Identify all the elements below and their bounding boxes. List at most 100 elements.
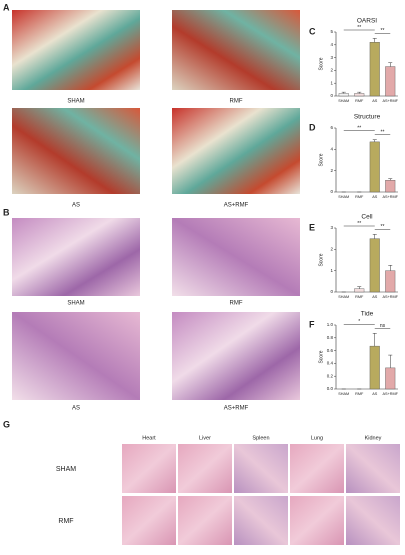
x-tick-label: AS+RMF — [382, 392, 398, 396]
y-tick-label: 2 — [330, 68, 333, 73]
column-label: Heart — [142, 435, 156, 441]
y-tick-label: 3 — [330, 55, 333, 60]
x-tick-label: SHAM — [338, 195, 349, 199]
x-tick-label: AS — [372, 99, 378, 103]
y-axis-label: Score — [318, 57, 324, 70]
y-tick-label: 4 — [330, 147, 333, 152]
y-tick-label: 5 — [330, 29, 333, 34]
error-bar — [357, 286, 362, 289]
y-tick-label: 2 — [330, 168, 333, 173]
y-tick-label: 1 — [330, 268, 333, 273]
y-tick-label: 0.6 — [327, 348, 334, 353]
bar — [385, 270, 396, 293]
column-label: Liver — [199, 435, 211, 441]
significance-label: ns — [380, 323, 386, 329]
image-caption: SHAM — [67, 99, 84, 105]
histology-image — [12, 108, 140, 194]
chart-title: Structure — [354, 114, 381, 121]
error-bar — [388, 178, 393, 181]
panel-label: A — [3, 2, 10, 12]
x-tick-label: RMF — [355, 295, 364, 299]
histology-image — [172, 108, 300, 194]
image-caption: AS+RMF — [224, 203, 249, 209]
bar — [385, 180, 396, 193]
histology-image — [12, 312, 140, 400]
x-tick-label: RMF — [355, 99, 364, 103]
panel-label: F — [309, 319, 315, 329]
panel-label: G — [3, 419, 10, 429]
x-tick-label: AS+RMF — [382, 99, 398, 103]
y-tick-label: 0.0 — [327, 386, 334, 391]
tissue-image — [234, 496, 288, 545]
row-label: SHAM — [56, 466, 76, 473]
error-bar — [341, 91, 346, 94]
column-label: Spleen — [252, 435, 269, 441]
image-caption: AS+RMF — [224, 406, 249, 412]
image-caption: RMF — [230, 99, 243, 105]
image-caption: RMF — [230, 301, 243, 307]
bar — [338, 93, 349, 97]
bar — [369, 238, 380, 293]
error-bar — [372, 333, 377, 347]
significance-label: ** — [381, 28, 385, 34]
error-bar — [372, 234, 377, 239]
bar — [385, 367, 396, 390]
tissue-image — [178, 496, 232, 545]
y-tick-label: 2 — [330, 247, 333, 252]
chart-title: OARSI — [357, 18, 377, 25]
image-caption: AS — [72, 406, 80, 412]
bar — [385, 66, 396, 97]
y-axis-label: Score — [318, 350, 324, 363]
panel-label: E — [309, 222, 315, 232]
y-tick-label: 0.2 — [327, 373, 334, 378]
y-tick-label: 0 — [330, 93, 333, 98]
panel-g: G Heart Liver Spleen Lung Kidney SHAM RMF — [3, 419, 400, 545]
significance-label: ** — [381, 130, 385, 136]
bar — [369, 345, 380, 390]
tissue-image — [346, 496, 400, 545]
histology-image — [12, 10, 140, 90]
tissue-image — [122, 496, 176, 545]
x-tick-label: AS+RMF — [382, 195, 398, 199]
x-tick-label: RMF — [355, 392, 364, 396]
tissue-image — [178, 444, 232, 493]
error-bar — [388, 354, 393, 368]
significance-label: ** — [357, 221, 361, 227]
y-tick-label: 0 — [330, 189, 333, 194]
significance-label: * — [358, 319, 360, 325]
y-axis-label: Score — [318, 153, 324, 166]
column-label: Kidney — [365, 435, 382, 441]
y-tick-label: 1 — [330, 80, 333, 85]
x-tick-label: AS+RMF — [382, 295, 398, 299]
y-tick-label: 4 — [330, 42, 333, 47]
error-bar — [388, 265, 393, 271]
image-caption: AS — [72, 203, 80, 209]
bar — [369, 42, 380, 97]
error-bar — [357, 91, 362, 94]
image-caption: SHAM — [67, 301, 84, 307]
panel-a: A SHAM RMF AS AS+RMF — [3, 2, 300, 209]
chart-title: Tide — [361, 311, 374, 318]
x-tick-label: AS — [372, 195, 378, 199]
histology-image — [172, 10, 300, 90]
tissue-image — [290, 444, 344, 493]
chart-title: Cell — [361, 214, 373, 221]
error-bar — [372, 38, 377, 43]
significance-label: ** — [381, 224, 385, 230]
significance-label: ** — [357, 25, 361, 31]
x-tick-label: SHAM — [338, 295, 349, 299]
panel-label: D — [309, 122, 316, 132]
x-tick-label: AS — [372, 295, 378, 299]
bar — [354, 93, 365, 97]
x-tick-label: RMF — [355, 195, 364, 199]
tissue-image — [346, 444, 400, 493]
tissue-image — [290, 496, 344, 545]
y-tick-label: 0.4 — [327, 361, 334, 366]
y-tick-label: 0 — [330, 289, 333, 294]
panel-label: B — [3, 207, 10, 217]
bar — [354, 288, 365, 293]
y-tick-label: 3 — [330, 225, 333, 230]
histology-image — [172, 312, 300, 400]
x-tick-label: SHAM — [338, 392, 349, 396]
significance-label: ** — [357, 126, 361, 132]
